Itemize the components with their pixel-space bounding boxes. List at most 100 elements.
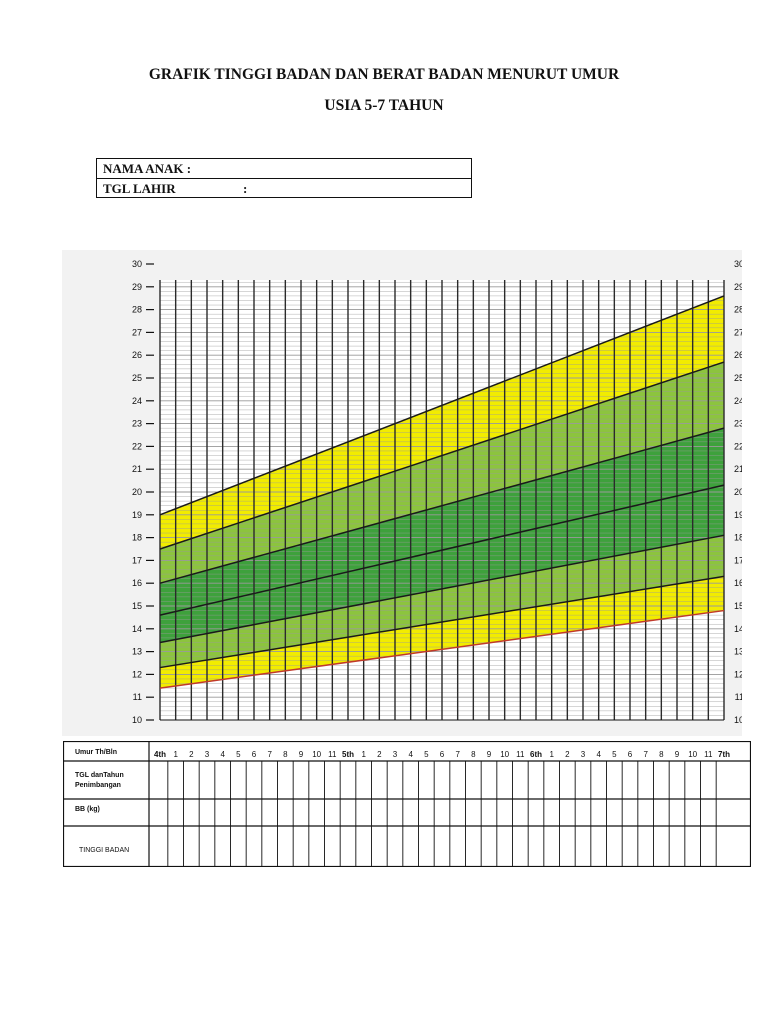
weight-cell[interactable]	[184, 799, 200, 826]
weight-cell[interactable]	[544, 799, 560, 826]
weight-cell[interactable]	[434, 799, 450, 826]
height-cell[interactable]	[544, 826, 560, 867]
weight-cell[interactable]	[309, 799, 325, 826]
weight-cell[interactable]	[560, 799, 576, 826]
weight-cell[interactable]	[199, 799, 215, 826]
height-cell[interactable]	[325, 826, 341, 867]
height-cell[interactable]	[607, 826, 623, 867]
weight-cell[interactable]	[607, 799, 623, 826]
height-cell[interactable]	[199, 826, 215, 867]
weigh-date-cell[interactable]	[669, 761, 685, 799]
weigh-date-cell[interactable]	[419, 761, 435, 799]
height-cell[interactable]	[419, 826, 435, 867]
weigh-date-cell[interactable]	[215, 761, 231, 799]
weigh-date-cell[interactable]	[450, 761, 466, 799]
height-cell[interactable]	[528, 826, 544, 867]
height-cell[interactable]	[669, 826, 685, 867]
height-cell[interactable]	[293, 826, 309, 867]
weigh-date-cell[interactable]	[513, 761, 529, 799]
weight-cell[interactable]	[262, 799, 278, 826]
weigh-date-cell[interactable]	[560, 761, 576, 799]
birth-date-row[interactable]: TGL LAHIR :	[97, 178, 471, 197]
weigh-date-cell[interactable]	[528, 761, 544, 799]
weigh-date-cell[interactable]	[293, 761, 309, 799]
height-cell[interactable]	[403, 826, 419, 867]
weigh-date-cell[interactable]	[246, 761, 262, 799]
height-cell[interactable]	[716, 826, 751, 867]
weigh-date-cell[interactable]	[262, 761, 278, 799]
weight-cell[interactable]	[716, 799, 751, 826]
height-cell[interactable]	[149, 826, 168, 867]
height-cell[interactable]	[654, 826, 670, 867]
height-cell[interactable]	[340, 826, 356, 867]
weight-cell[interactable]	[231, 799, 247, 826]
weigh-date-cell[interactable]	[278, 761, 294, 799]
weigh-date-cell[interactable]	[544, 761, 560, 799]
weight-cell[interactable]	[654, 799, 670, 826]
weight-cell[interactable]	[481, 799, 497, 826]
weigh-date-cell[interactable]	[685, 761, 701, 799]
weight-cell[interactable]	[419, 799, 435, 826]
height-cell[interactable]	[168, 826, 184, 867]
height-cell[interactable]	[513, 826, 529, 867]
weight-cell[interactable]	[450, 799, 466, 826]
weigh-date-cell[interactable]	[434, 761, 450, 799]
weigh-date-cell[interactable]	[481, 761, 497, 799]
weigh-date-cell[interactable]	[591, 761, 607, 799]
height-cell[interactable]	[387, 826, 403, 867]
weigh-date-cell[interactable]	[497, 761, 513, 799]
weigh-date-cell[interactable]	[199, 761, 215, 799]
height-cell[interactable]	[450, 826, 466, 867]
height-cell[interactable]	[466, 826, 482, 867]
weight-cell[interactable]	[513, 799, 529, 826]
weight-cell[interactable]	[701, 799, 717, 826]
height-cell[interactable]	[622, 826, 638, 867]
weigh-date-cell[interactable]	[168, 761, 184, 799]
weigh-date-cell[interactable]	[340, 761, 356, 799]
weigh-date-cell[interactable]	[466, 761, 482, 799]
height-cell[interactable]	[278, 826, 294, 867]
height-cell[interactable]	[560, 826, 576, 867]
weight-cell[interactable]	[528, 799, 544, 826]
weigh-date-cell[interactable]	[231, 761, 247, 799]
weigh-date-cell[interactable]	[654, 761, 670, 799]
weight-cell[interactable]	[325, 799, 341, 826]
height-cell[interactable]	[434, 826, 450, 867]
weigh-date-cell[interactable]	[309, 761, 325, 799]
height-cell[interactable]	[481, 826, 497, 867]
weight-cell[interactable]	[168, 799, 184, 826]
weigh-date-cell[interactable]	[575, 761, 591, 799]
weigh-date-cell[interactable]	[372, 761, 388, 799]
height-cell[interactable]	[685, 826, 701, 867]
height-cell[interactable]	[638, 826, 654, 867]
child-name-row[interactable]: NAMA ANAK :	[97, 159, 471, 178]
height-cell[interactable]	[262, 826, 278, 867]
height-cell[interactable]	[497, 826, 513, 867]
weight-cell[interactable]	[356, 799, 372, 826]
weigh-date-cell[interactable]	[403, 761, 419, 799]
weight-cell[interactable]	[372, 799, 388, 826]
weigh-date-cell[interactable]	[638, 761, 654, 799]
weight-cell[interactable]	[340, 799, 356, 826]
weight-cell[interactable]	[638, 799, 654, 826]
weight-cell[interactable]	[575, 799, 591, 826]
weight-cell[interactable]	[497, 799, 513, 826]
height-cell[interactable]	[231, 826, 247, 867]
weigh-date-cell[interactable]	[149, 761, 168, 799]
height-cell[interactable]	[215, 826, 231, 867]
weigh-date-cell[interactable]	[356, 761, 372, 799]
height-cell[interactable]	[184, 826, 200, 867]
weigh-date-cell[interactable]	[607, 761, 623, 799]
weigh-date-cell[interactable]	[325, 761, 341, 799]
height-cell[interactable]	[372, 826, 388, 867]
weight-cell[interactable]	[622, 799, 638, 826]
weight-cell[interactable]	[246, 799, 262, 826]
height-cell[interactable]	[246, 826, 262, 867]
weight-cell[interactable]	[685, 799, 701, 826]
weight-cell[interactable]	[215, 799, 231, 826]
height-cell[interactable]	[309, 826, 325, 867]
height-cell[interactable]	[701, 826, 717, 867]
weight-cell[interactable]	[669, 799, 685, 826]
weigh-date-cell[interactable]	[701, 761, 717, 799]
weigh-date-cell[interactable]	[716, 761, 751, 799]
